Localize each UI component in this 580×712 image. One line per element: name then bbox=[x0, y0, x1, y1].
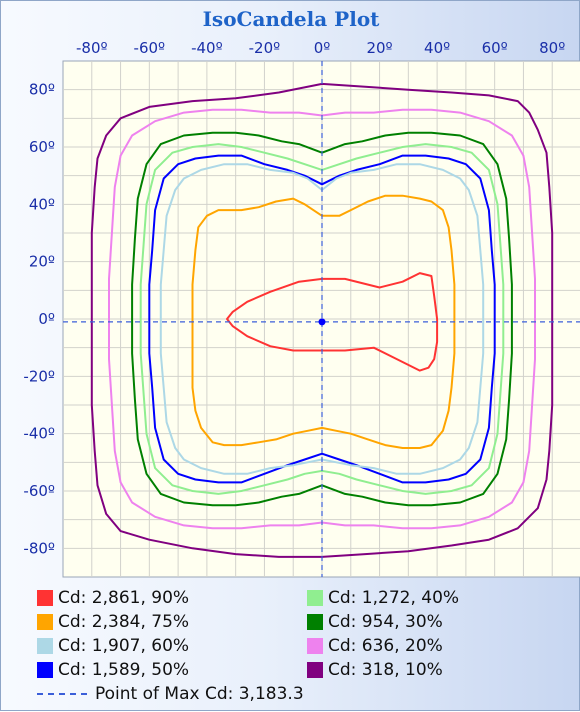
legend-swatch bbox=[307, 614, 323, 630]
x-tick-label: -40º bbox=[191, 39, 223, 57]
x-tick-label: -60º bbox=[134, 39, 166, 57]
legend-label: Cd: 2,384, 75% bbox=[58, 612, 190, 632]
legend-item: Cd: 2,861, 90% bbox=[37, 586, 189, 610]
y-tick-label: 20º bbox=[29, 253, 55, 271]
y-tick-label: 40º bbox=[29, 195, 55, 213]
contour-line bbox=[226, 272, 439, 372]
legend-item: Cd: 1,907, 60% bbox=[37, 634, 189, 658]
contour-line bbox=[148, 154, 496, 484]
legend-swatch bbox=[37, 590, 53, 606]
y-tick-label: -40º bbox=[23, 425, 55, 443]
legend-swatch bbox=[307, 590, 323, 606]
contour-line bbox=[108, 108, 536, 530]
max-point-marker bbox=[318, 318, 326, 326]
legend-item-max-point: Point of Max Cd: 3,183.3 bbox=[37, 682, 304, 706]
contour-line bbox=[131, 131, 513, 507]
contour-line bbox=[191, 194, 456, 449]
y-tick-label: -60º bbox=[23, 482, 55, 500]
legend-item: Cd: 954, 30% bbox=[307, 610, 443, 634]
legend-dashed-line bbox=[37, 693, 87, 695]
contour-line bbox=[139, 143, 505, 495]
x-tick-label: 20º bbox=[366, 39, 392, 57]
x-tick-label: -20º bbox=[249, 39, 281, 57]
legend-item: Cd: 636, 20% bbox=[307, 634, 443, 658]
legend-swatch bbox=[37, 614, 53, 630]
x-tick-label: 60º bbox=[482, 39, 508, 57]
legend-item: Cd: 318, 10% bbox=[307, 658, 443, 682]
y-tick-label: 60º bbox=[29, 138, 55, 156]
legend-label: Point of Max Cd: 3,183.3 bbox=[95, 684, 304, 704]
legend-label: Cd: 1,272, 40% bbox=[328, 588, 460, 608]
legend-swatch bbox=[37, 662, 53, 678]
y-tick-label: -20º bbox=[23, 367, 55, 385]
chart-title: IsoCandela Plot bbox=[202, 7, 380, 31]
y-tick-label: -80º bbox=[23, 539, 55, 557]
legend-label: Cd: 1,907, 60% bbox=[58, 636, 190, 656]
legend-swatch bbox=[307, 662, 323, 678]
legend-label: Cd: 318, 10% bbox=[328, 660, 443, 680]
legend-label: Cd: 1,589, 50% bbox=[58, 660, 190, 680]
legend-swatch bbox=[307, 638, 323, 654]
legend-label: Cd: 2,861, 90% bbox=[58, 588, 190, 608]
x-tick-label: 0º bbox=[314, 39, 331, 57]
legend-swatch bbox=[37, 638, 53, 654]
x-tick-label: 40º bbox=[424, 39, 450, 57]
x-tick-label: 80º bbox=[539, 39, 565, 57]
legend-label: Cd: 636, 20% bbox=[328, 636, 443, 656]
y-tick-label: 0º bbox=[38, 310, 55, 328]
legend-item: Cd: 1,589, 50% bbox=[37, 658, 189, 682]
legend-item: Cd: 2,384, 75% bbox=[37, 610, 189, 634]
contour-line bbox=[90, 82, 554, 558]
x-tick-label: -80º bbox=[76, 39, 108, 57]
y-tick-label: 80º bbox=[29, 81, 55, 99]
legend-label: Cd: 954, 30% bbox=[328, 612, 443, 632]
contour-line bbox=[159, 163, 485, 475]
legend-item: Cd: 1,272, 40% bbox=[307, 586, 459, 610]
